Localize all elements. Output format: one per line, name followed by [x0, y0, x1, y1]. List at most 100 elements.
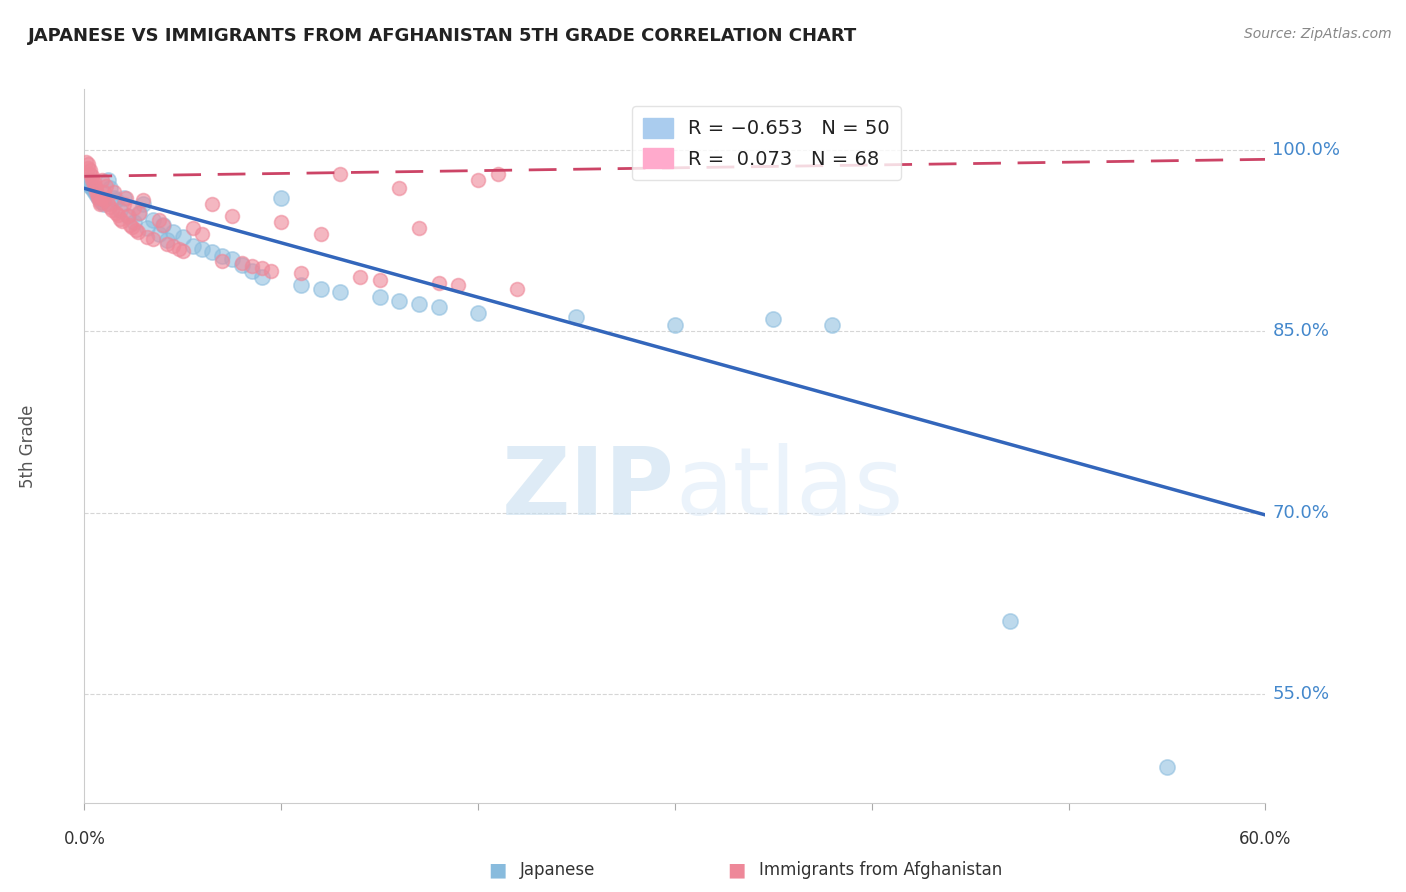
Point	[77, 161, 100, 175]
Text: 60.0%: 60.0%	[1239, 830, 1292, 847]
Point	[117, 209, 139, 223]
Point	[290, 278, 312, 293]
Text: 0.0%: 0.0%	[63, 830, 105, 847]
Text: Source: ZipAtlas.com: Source: ZipAtlas.com	[1244, 27, 1392, 41]
Point	[75, 173, 97, 187]
Point	[121, 220, 143, 235]
Point	[329, 285, 352, 300]
Point	[270, 191, 292, 205]
Text: atlas: atlas	[675, 442, 903, 535]
Point	[97, 197, 120, 211]
Point	[231, 256, 253, 270]
Point	[148, 212, 170, 227]
Point	[240, 263, 263, 277]
Text: 70.0%: 70.0%	[1272, 503, 1329, 522]
Point	[388, 181, 411, 195]
Point	[664, 318, 686, 332]
Point	[128, 205, 150, 219]
Point	[83, 175, 105, 189]
Point	[565, 310, 588, 324]
Point	[309, 282, 332, 296]
Point	[181, 239, 204, 253]
Text: Immigrants from Afghanistan: Immigrants from Afghanistan	[759, 861, 1002, 879]
Point	[142, 232, 165, 246]
Point	[167, 242, 190, 256]
Point	[98, 200, 121, 214]
Point	[408, 297, 430, 311]
Point	[221, 209, 243, 223]
Point	[97, 173, 120, 187]
Point	[231, 258, 253, 272]
Point	[368, 290, 391, 304]
Point	[87, 191, 110, 205]
Text: ■: ■	[488, 860, 506, 880]
Point	[191, 227, 214, 242]
Point	[124, 222, 146, 236]
Point	[156, 233, 179, 247]
Point	[309, 227, 332, 242]
Point	[201, 245, 224, 260]
Point	[136, 229, 159, 244]
Point	[103, 185, 125, 199]
Point	[94, 178, 117, 193]
Point	[148, 227, 170, 242]
Point	[998, 615, 1021, 629]
Point	[290, 266, 312, 280]
Point	[91, 173, 114, 187]
Point	[821, 318, 844, 332]
Point	[260, 263, 283, 277]
Point	[122, 201, 145, 215]
Point	[91, 194, 114, 209]
Legend: R = −0.653   N = 50, R =  0.073   N = 68: R = −0.653 N = 50, R = 0.073 N = 68	[631, 106, 901, 180]
Point	[128, 205, 150, 219]
Point	[172, 229, 194, 244]
Point	[191, 242, 214, 256]
Point	[77, 157, 100, 171]
Point	[201, 197, 224, 211]
Point	[84, 181, 107, 195]
Point	[486, 167, 509, 181]
Point	[240, 259, 263, 273]
Point	[77, 177, 100, 191]
Text: 55.0%: 55.0%	[1272, 685, 1330, 703]
Point	[117, 209, 139, 223]
Point	[103, 191, 125, 205]
Point	[82, 181, 104, 195]
Point	[104, 205, 127, 219]
Point	[79, 167, 101, 181]
Point	[89, 192, 111, 206]
Point	[111, 214, 134, 228]
Point	[82, 169, 104, 184]
Point	[408, 221, 430, 235]
Point	[87, 188, 110, 202]
Point	[93, 194, 115, 208]
Point	[89, 197, 111, 211]
Point	[108, 203, 131, 218]
Point	[427, 276, 450, 290]
Point	[93, 185, 115, 199]
Point	[83, 178, 105, 193]
Text: JAPANESE VS IMMIGRANTS FROM AFGHANISTAN 5TH GRADE CORRELATION CHART: JAPANESE VS IMMIGRANTS FROM AFGHANISTAN …	[28, 27, 858, 45]
Point	[250, 269, 273, 284]
Point	[83, 184, 105, 198]
Point	[93, 197, 115, 211]
Point	[82, 173, 104, 187]
Point	[152, 218, 174, 232]
Text: 85.0%: 85.0%	[1272, 322, 1330, 340]
Point	[762, 312, 785, 326]
Text: Japanese: Japanese	[520, 861, 596, 879]
Text: ZIP: ZIP	[502, 442, 675, 535]
Point	[162, 239, 184, 253]
Point	[349, 269, 371, 284]
Point	[142, 212, 165, 227]
Point	[156, 237, 179, 252]
Point	[104, 194, 127, 208]
Point	[118, 218, 141, 232]
Point	[211, 254, 233, 268]
Point	[211, 249, 233, 263]
Point	[368, 273, 391, 287]
Point	[112, 197, 135, 211]
Point	[112, 191, 135, 205]
Text: ■: ■	[727, 860, 745, 880]
Point	[136, 221, 159, 235]
